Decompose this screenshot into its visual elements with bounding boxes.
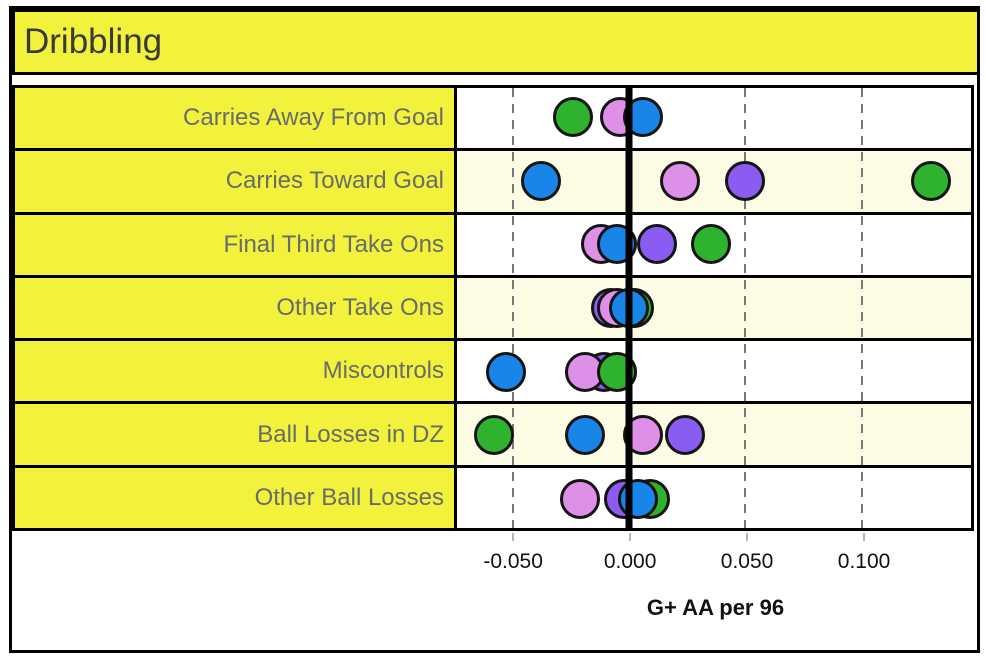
dot-blue[interactable] [485,351,526,392]
dot-green[interactable] [553,96,594,137]
zero-line [625,85,633,531]
row-label-carries-away-from-goal: Carries Away From Goal [12,85,457,152]
outer-frame: Dribbling Carries Away From Goal Carries… [9,6,980,653]
dot-blue[interactable] [520,160,561,201]
dot-purple[interactable] [664,415,705,456]
dot-blue[interactable] [564,415,605,456]
x-tick-label: 0.100 [837,550,891,573]
x-tick-label: -0.050 [483,550,543,573]
chart: Carries Away From Goal Carries Toward Go… [12,85,974,531]
dot-green[interactable] [911,160,952,201]
x-tick-mark [512,533,515,541]
x-axis-title: G+ AA per 96 [646,595,785,620]
dot-violet[interactable] [660,160,701,201]
plot-row [454,464,974,531]
dot-green[interactable] [474,415,515,456]
dot-violet[interactable] [560,479,601,520]
gridline [744,88,747,528]
row-label-final-third-take-ons: Final Third Take Ons [12,211,457,278]
dot-purple[interactable] [637,224,678,265]
gridline [511,88,514,528]
x-tick-mark [863,533,866,541]
dot-purple[interactable] [725,160,766,201]
x-axis: G+ AA per 96 -0.050 0.000 0.050 0.100 [457,533,974,648]
dot-green[interactable] [690,224,731,265]
x-tick-mark [629,533,632,541]
chart-title: Dribbling [24,22,163,61]
category-label-column: Carries Away From Goal Carries Toward Go… [12,85,457,531]
x-tick-mark [746,533,749,541]
x-tick-label: 0.050 [720,550,774,573]
plot-band-column [454,85,974,531]
dot-blue[interactable] [618,479,659,520]
chart-title-box: Dribbling [12,9,980,75]
x-tick-label: 0.000 [603,550,657,573]
plot-overlay [457,85,971,531]
row-label-other-ball-losses: Other Ball Losses [12,464,457,531]
row-label-ball-losses-in-dz: Ball Losses in DZ [12,401,457,468]
row-label-other-take-ons: Other Take Ons [12,274,457,342]
plot-row [454,274,974,342]
row-label-miscontrols: Miscontrols [12,338,457,405]
row-label-carries-toward-goal: Carries Toward Goal [12,148,457,215]
gridline [860,88,863,528]
